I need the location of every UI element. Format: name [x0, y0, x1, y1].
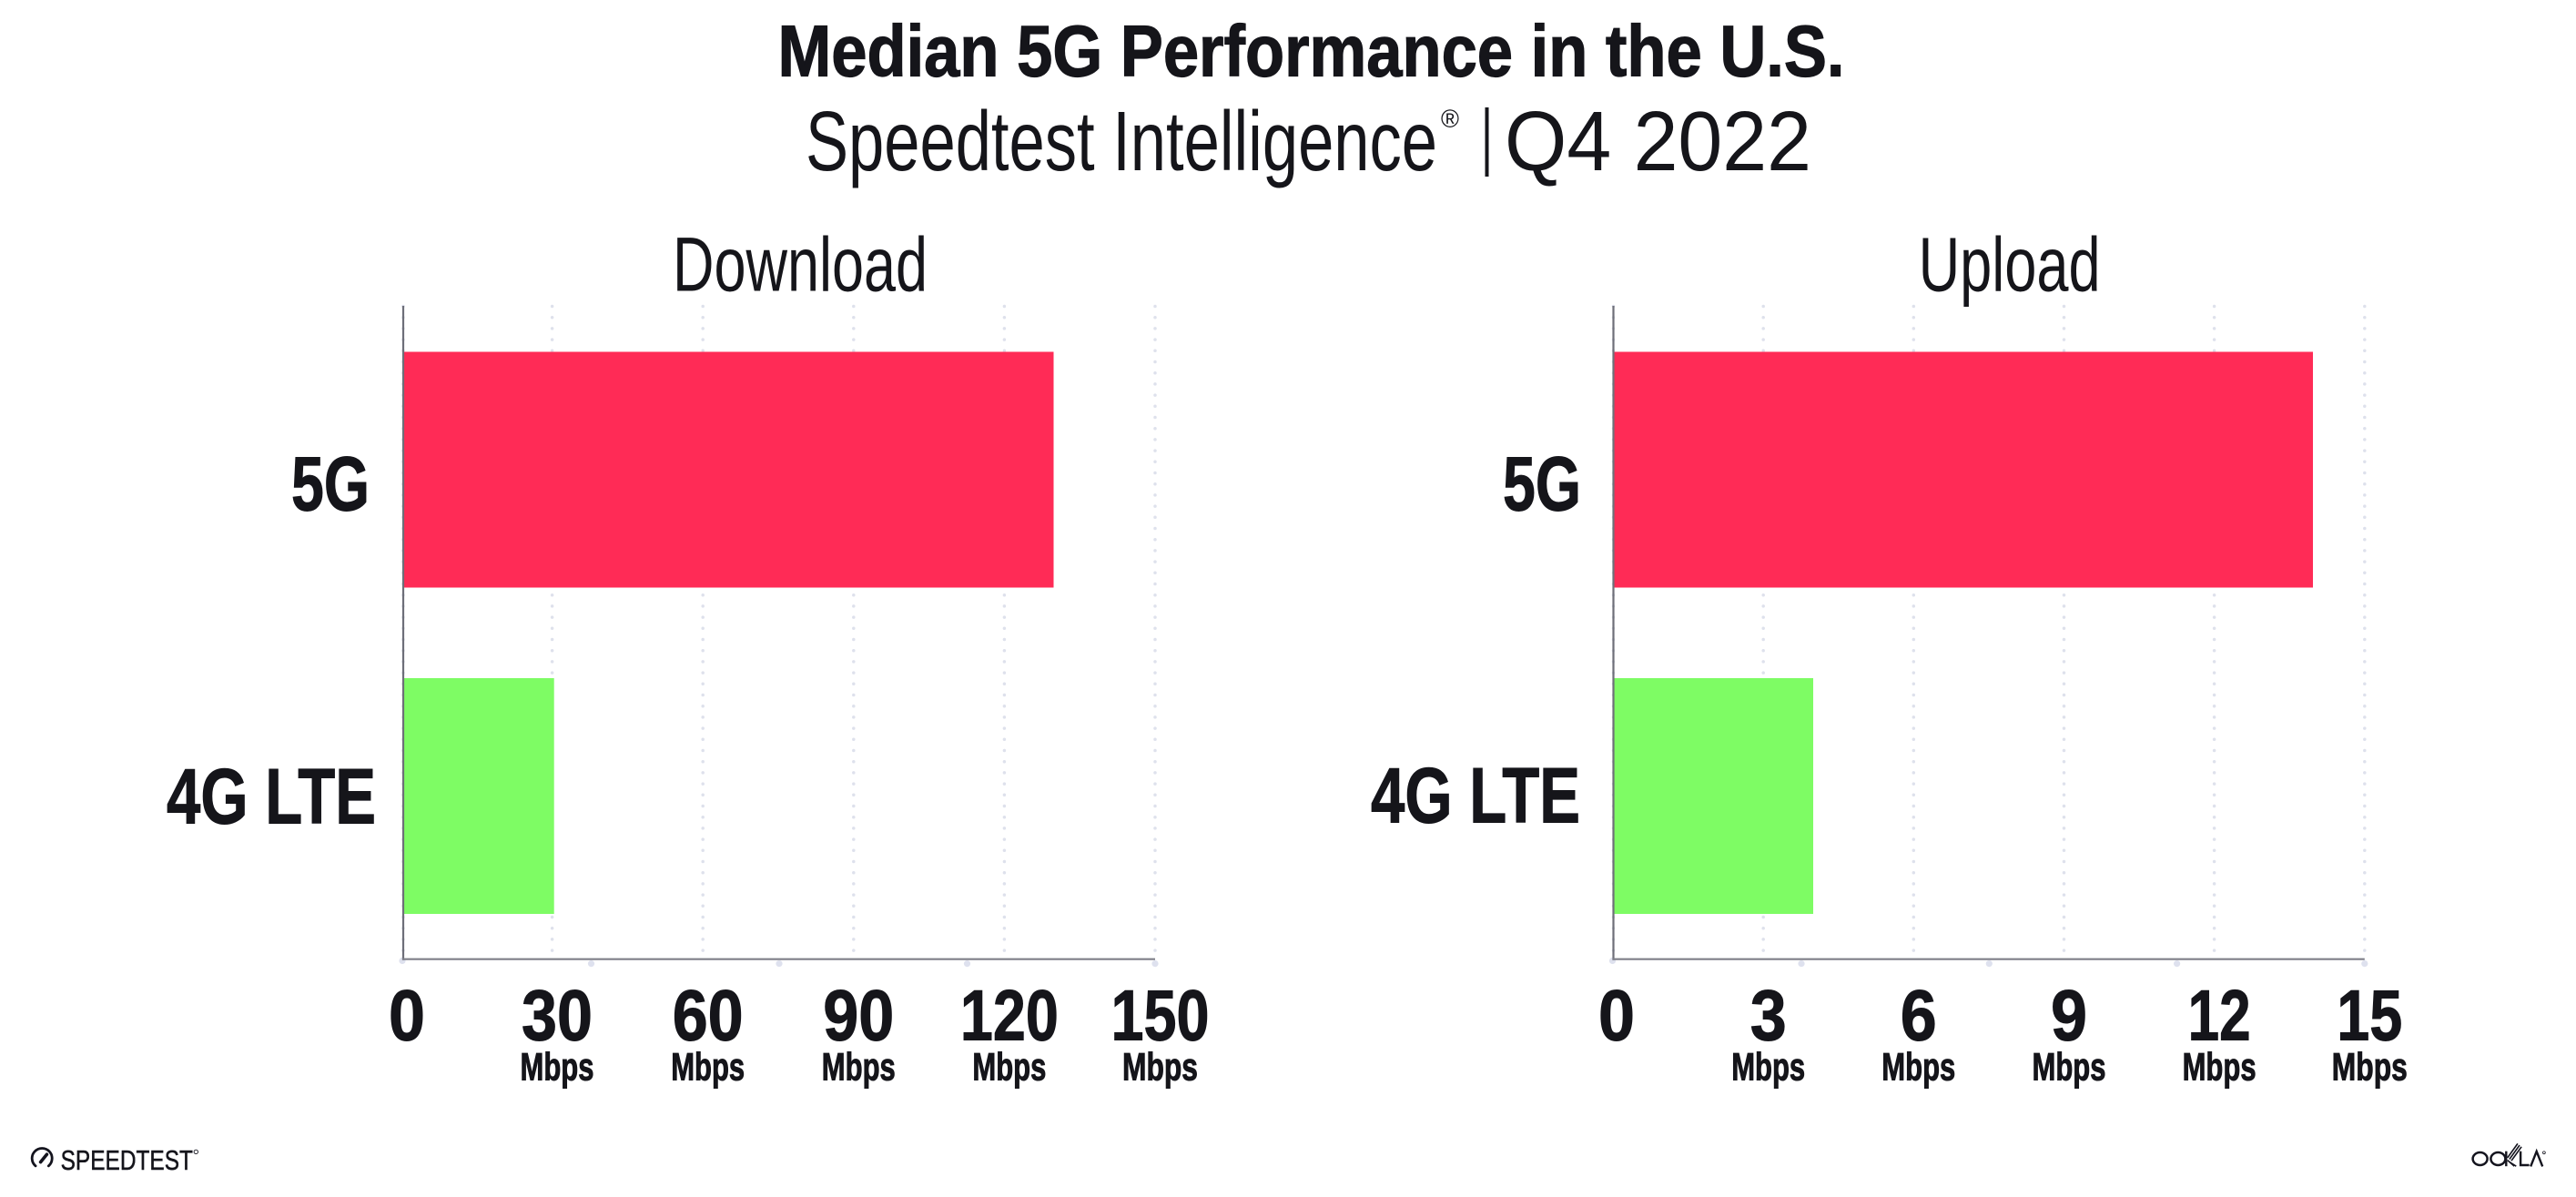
- svg-text:5G: 5G: [291, 441, 370, 527]
- svg-text:Mbps: Mbps: [1122, 1046, 1198, 1090]
- svg-text:90: 90: [823, 976, 894, 1056]
- svg-text:6: 6: [1901, 976, 1937, 1056]
- svg-text:Mbps: Mbps: [2033, 1046, 2106, 1090]
- svg-text:Upload: Upload: [1919, 222, 2101, 308]
- svg-text:Mbps: Mbps: [521, 1046, 594, 1090]
- svg-text:9: 9: [2051, 976, 2087, 1056]
- svg-text:3: 3: [1750, 976, 1787, 1056]
- svg-text:Mbps: Mbps: [972, 1046, 1046, 1090]
- svg-text:Median 5G Performance in the U: Median 5G Performance in the U.S.: [778, 10, 1845, 91]
- svg-text:120: 120: [960, 976, 1059, 1056]
- svg-text:4G LTE: 4G LTE: [1371, 753, 1580, 840]
- svg-text:4G LTE: 4G LTE: [167, 754, 376, 841]
- svg-text:150: 150: [1111, 976, 1210, 1056]
- svg-text:®: ®: [1441, 105, 1459, 133]
- svg-text:30: 30: [522, 976, 593, 1056]
- svg-text:Mbps: Mbps: [671, 1046, 745, 1090]
- svg-text:0: 0: [1598, 976, 1635, 1056]
- svg-text:Mbps: Mbps: [2183, 1046, 2257, 1090]
- svg-text:15: 15: [2337, 976, 2402, 1056]
- svg-text:Mbps: Mbps: [1731, 1046, 1805, 1090]
- svg-text:5G: 5G: [1503, 441, 1581, 527]
- svg-text:0: 0: [389, 976, 425, 1056]
- svg-text:SPEEDTEST: SPEEDTEST: [61, 1144, 193, 1176]
- svg-text:Mbps: Mbps: [1881, 1046, 1955, 1090]
- svg-text:12: 12: [2188, 976, 2251, 1056]
- svg-text:Speedtest Intelligence: Speedtest Intelligence: [806, 94, 1437, 188]
- svg-text:Mbps: Mbps: [822, 1046, 896, 1090]
- svg-text:Q4 2022: Q4 2022: [1505, 94, 1811, 188]
- svg-text:Download: Download: [673, 222, 928, 308]
- svg-text:60: 60: [673, 976, 744, 1056]
- svg-text:Mbps: Mbps: [2332, 1046, 2408, 1090]
